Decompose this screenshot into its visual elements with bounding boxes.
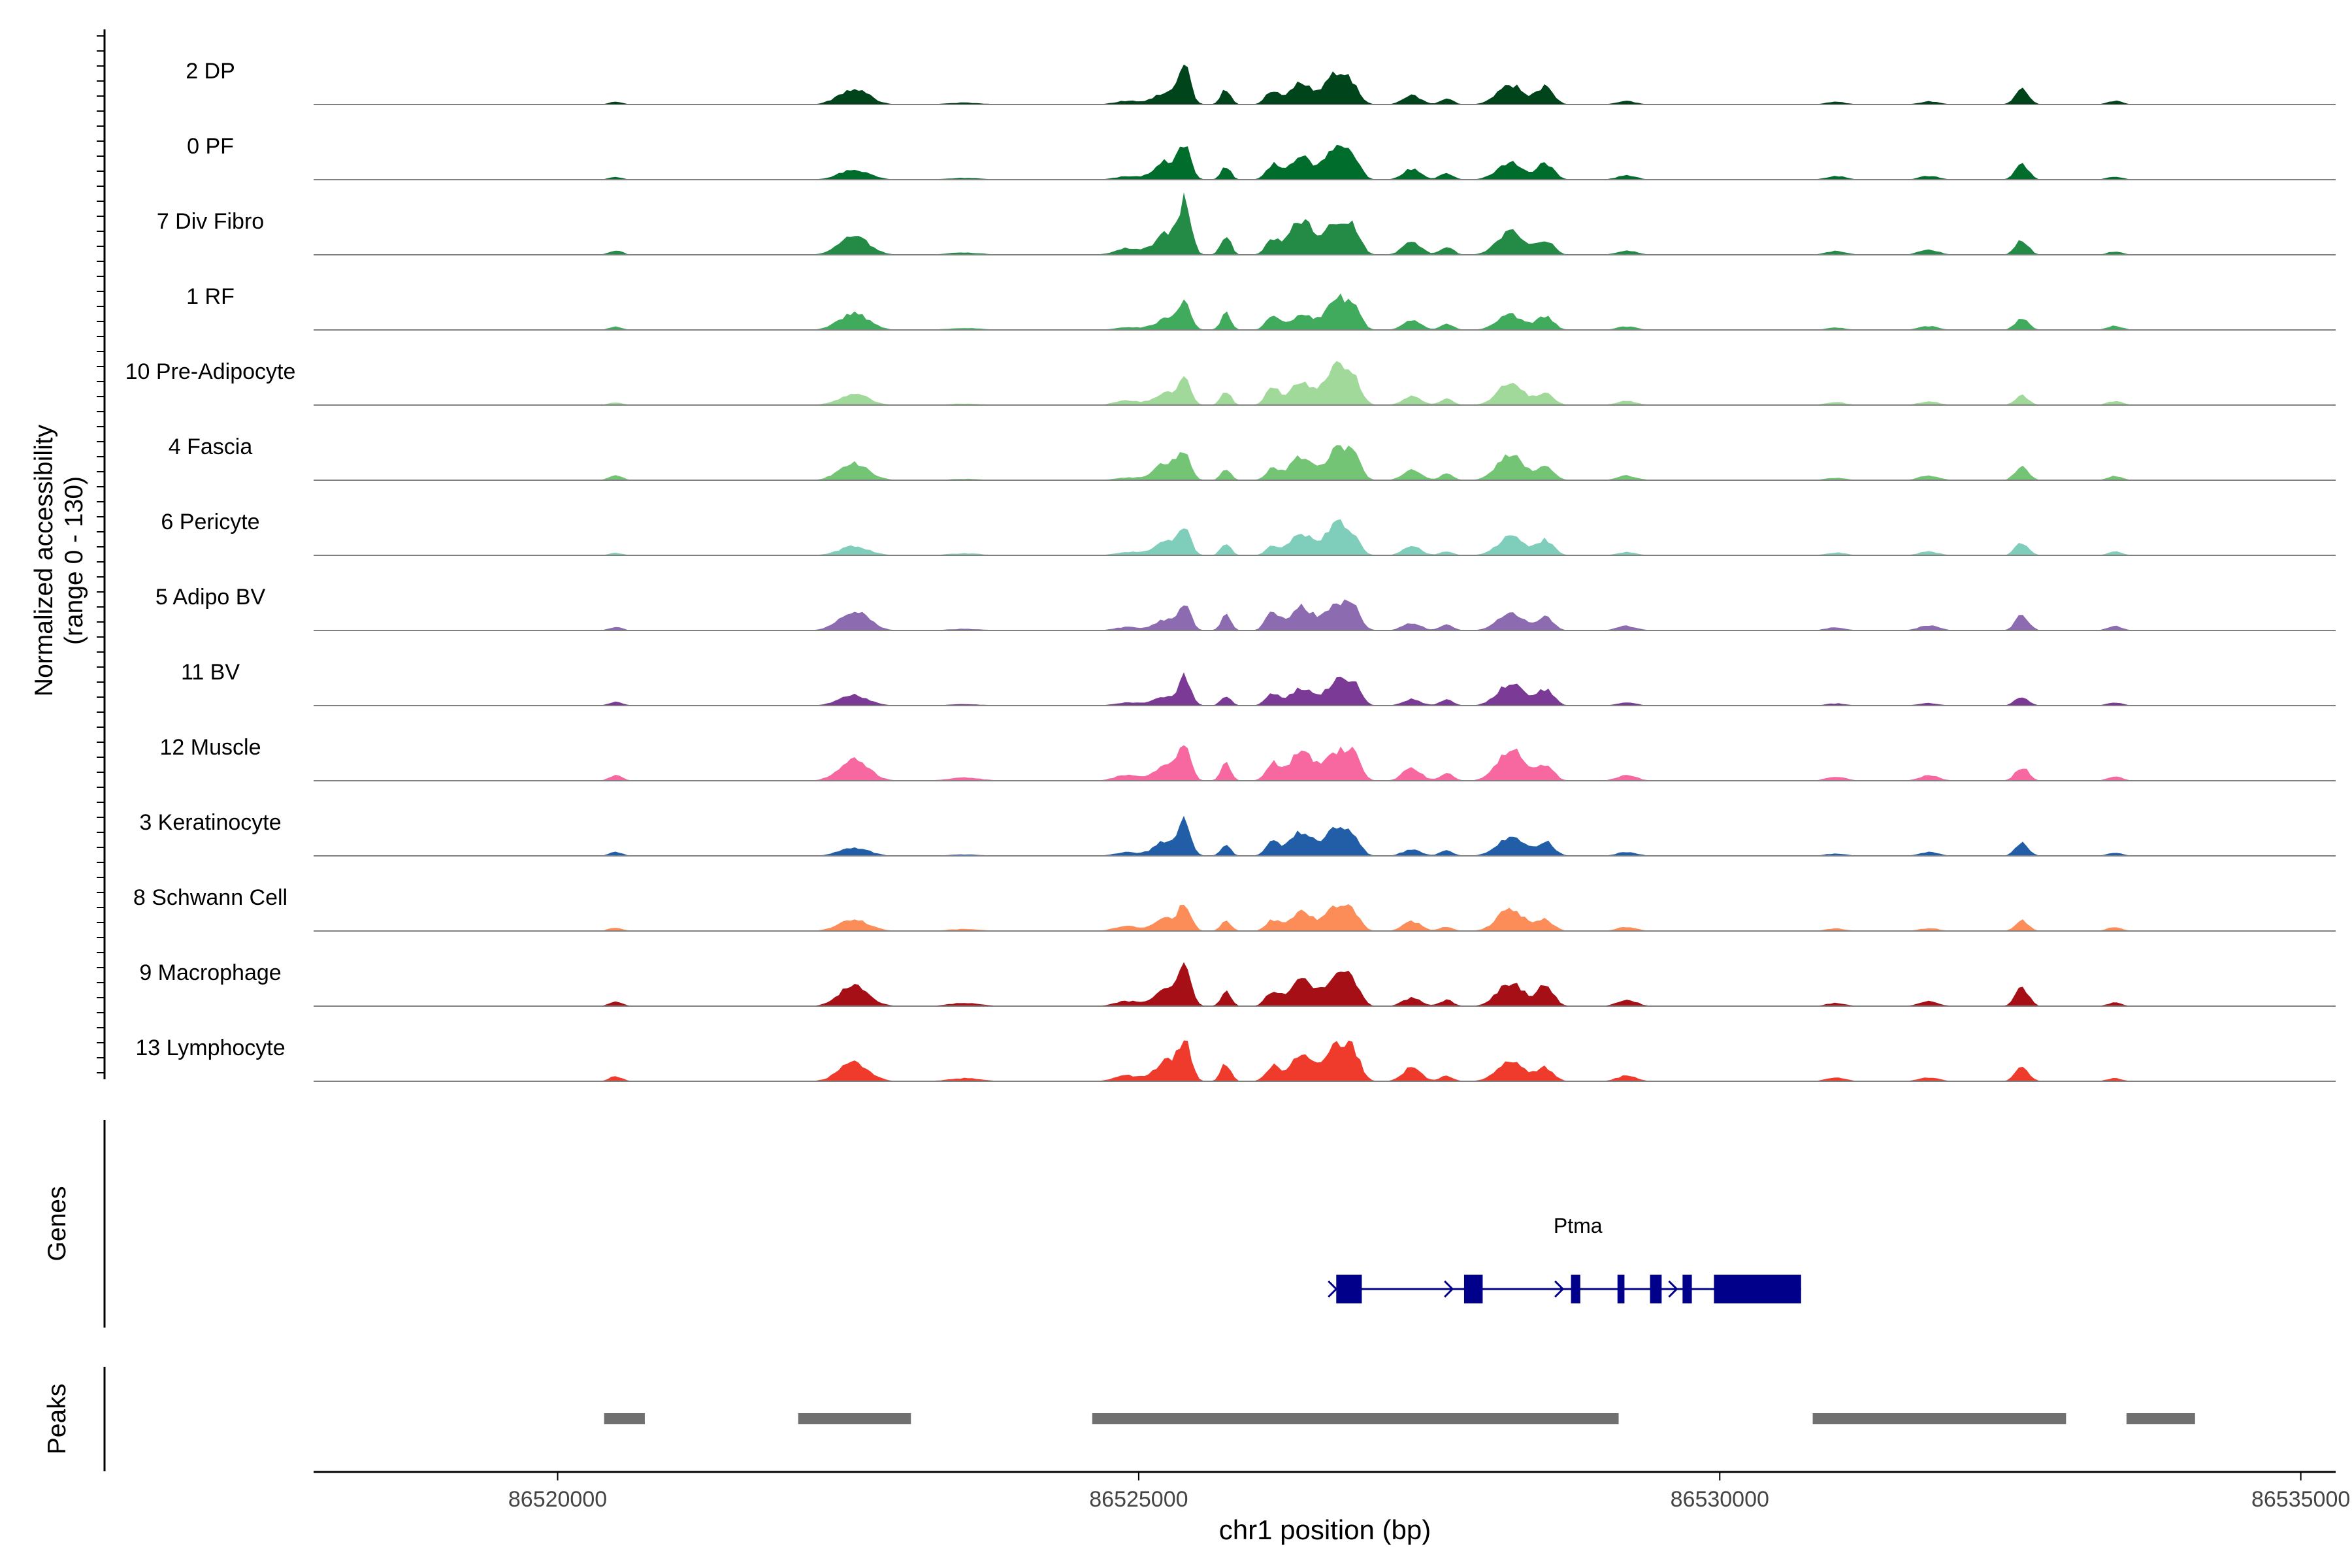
coverage-area xyxy=(314,599,2336,630)
peak-bar xyxy=(2126,1413,2195,1424)
track-6 xyxy=(314,519,2336,556)
genes-panel-label: Genes xyxy=(43,1186,71,1262)
track-2 xyxy=(314,192,2336,255)
track-label: 11 BV xyxy=(181,660,240,685)
track-5 xyxy=(314,445,2336,481)
strand-arrow xyxy=(1668,1280,1678,1298)
gene-name: Ptma xyxy=(1554,1214,1603,1237)
track-10 xyxy=(314,815,2336,857)
gene-exon xyxy=(1650,1275,1662,1303)
coverage-area xyxy=(314,144,2336,180)
track-8 xyxy=(314,672,2336,706)
peaks-panel-label: Peaks xyxy=(43,1384,71,1454)
track-label: 13 Lymphocyte xyxy=(135,1036,285,1060)
track-label: 0 PF xyxy=(187,134,234,159)
y-axis-label: Normalized accessibility(range 0 - 130) xyxy=(30,424,88,696)
track-11 xyxy=(314,904,2336,932)
track-0 xyxy=(314,64,2336,105)
track-label: 8 Schwann Cell xyxy=(133,885,287,910)
coverage-area xyxy=(314,192,2336,255)
gene-exon xyxy=(1463,1275,1483,1303)
gene-exon xyxy=(1336,1275,1362,1303)
track-label: 7 Div Fibro xyxy=(157,209,264,234)
track-label: 4 Fascia xyxy=(169,434,253,459)
coverage-tracks xyxy=(314,64,2336,1082)
x-axis-ticks: 86520000 86525000 86530000 86535000 xyxy=(508,1472,2350,1512)
track-7 xyxy=(314,599,2336,631)
x-tick-label: 86535000 xyxy=(2251,1487,2350,1512)
gene-model: Ptma xyxy=(1328,1214,1801,1303)
gene-exon xyxy=(1682,1275,1692,1303)
peak-bar xyxy=(1812,1413,2066,1424)
track-4 xyxy=(314,361,2336,406)
peak-bar xyxy=(1092,1413,1619,1424)
x-tick-label: 86530000 xyxy=(1671,1487,1769,1512)
coverage-area xyxy=(314,672,2336,706)
track-label: 2 DP xyxy=(186,59,235,84)
y-axis-ticks xyxy=(97,35,105,1073)
coverage-area xyxy=(314,519,2336,555)
track-label: 1 RF xyxy=(186,284,235,309)
coverage-area xyxy=(314,904,2336,931)
track-label: 5 Adipo BV xyxy=(155,585,266,610)
x-tick-label: 86520000 xyxy=(508,1487,607,1512)
track-1 xyxy=(314,144,2336,180)
track-3 xyxy=(314,293,2336,331)
strand-arrow xyxy=(1328,1280,1338,1298)
x-axis-label: chr1 position (bp) xyxy=(1219,1514,1431,1545)
track-9 xyxy=(314,745,2336,781)
strand-arrow xyxy=(1554,1280,1565,1298)
track-label: 6 Pericyte xyxy=(161,510,259,534)
coverage-area xyxy=(314,361,2336,405)
peak-bar xyxy=(604,1413,645,1424)
coverage-area xyxy=(314,815,2336,856)
track-label: 12 Muscle xyxy=(160,735,261,760)
track-labels: 2 DP 0 PF 7 Div Fibro 1 RF 10 Pre-Adipocyte 4… xyxy=(125,59,296,1060)
track-13 xyxy=(314,1040,2336,1082)
track-label: 3 Keratinocyte xyxy=(139,810,281,835)
x-tick-label: 86525000 xyxy=(1089,1487,1188,1512)
track-label: 9 Macrophage xyxy=(139,960,281,985)
coverage-area xyxy=(314,445,2336,480)
gene-exon xyxy=(1617,1275,1625,1303)
strand-arrow xyxy=(1444,1280,1454,1298)
peak-regions xyxy=(604,1413,2195,1424)
gene-exon xyxy=(1714,1275,1801,1303)
peak-bar xyxy=(798,1413,911,1424)
gene-exon xyxy=(1571,1275,1580,1303)
coverage-area xyxy=(314,745,2336,781)
track-12 xyxy=(314,962,2336,1007)
coverage-area xyxy=(314,293,2336,330)
coverage-area xyxy=(314,1040,2336,1081)
coverage-area xyxy=(314,64,2336,105)
coverage-area xyxy=(314,962,2336,1006)
track-label: 10 Pre-Adipocyte xyxy=(125,359,296,384)
